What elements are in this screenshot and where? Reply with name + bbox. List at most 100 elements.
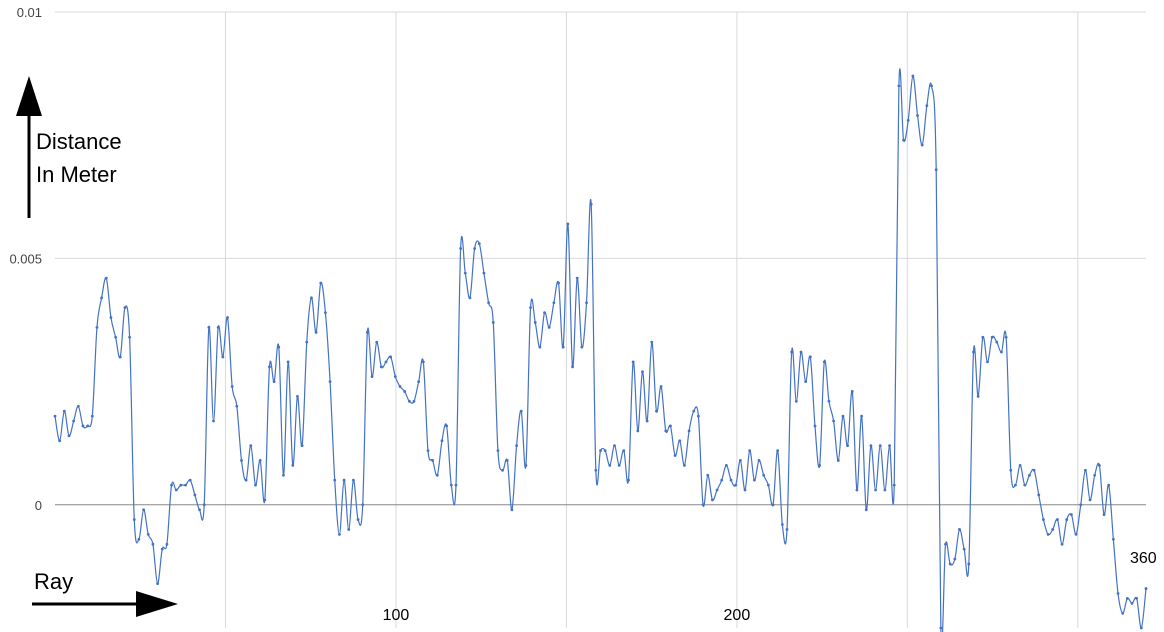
data-point: [76, 404, 80, 408]
data-point: [641, 370, 644, 374]
data-point: [118, 355, 122, 359]
data-point: [981, 335, 985, 339]
data-point: [212, 419, 215, 423]
data-point: [128, 335, 132, 339]
data-point: [114, 335, 118, 339]
data-point: [808, 355, 812, 359]
data-point: [1042, 518, 1045, 521]
x-arrow-label: Ray: [34, 569, 73, 594]
data-point: [338, 532, 341, 536]
data-point: [738, 459, 742, 462]
series-line: [54, 68, 1147, 632]
data-point: [67, 434, 71, 438]
data-point: [939, 626, 943, 630]
data-point: [1130, 601, 1134, 605]
data-point: [519, 409, 523, 413]
data-point: [221, 355, 225, 359]
data-point: [790, 350, 794, 354]
grid-lines: [55, 11, 1146, 628]
data-point: [1014, 483, 1017, 487]
data-point: [398, 385, 402, 388]
data-point: [687, 429, 691, 433]
data-point: [1056, 518, 1059, 521]
data-point: [109, 316, 113, 319]
data-point: [636, 429, 640, 433]
data-point: [613, 444, 616, 448]
data-point: [62, 409, 66, 413]
data-point: [463, 271, 467, 275]
data-point: [81, 424, 85, 428]
data-point: [1028, 473, 1031, 477]
data-point: [1074, 532, 1078, 536]
data-point: [473, 247, 477, 250]
data-point: [608, 463, 612, 467]
data-point: [482, 271, 486, 275]
data-point: [300, 444, 304, 448]
data-point: [328, 380, 332, 383]
data-point: [379, 365, 383, 369]
data-point: [706, 473, 710, 477]
data-point: [324, 311, 327, 315]
data-point: [990, 335, 994, 339]
data-point: [683, 463, 686, 467]
data-point: [235, 404, 239, 408]
data-point: [589, 202, 593, 206]
data-point: [431, 459, 435, 462]
data-point: [296, 394, 299, 398]
data-point: [1093, 473, 1097, 477]
data-point: [850, 390, 854, 393]
data-point: [822, 360, 826, 364]
data-point: [254, 483, 257, 487]
data-point: [393, 375, 397, 379]
data-point: [888, 444, 891, 448]
data-point: [384, 360, 388, 364]
data-point: [258, 459, 262, 462]
data-point: [351, 478, 355, 482]
data-point: [58, 439, 62, 443]
data-point: [916, 114, 919, 117]
data-point: [552, 301, 556, 305]
data-point: [207, 325, 211, 329]
data-point: [426, 449, 430, 452]
data-point: [90, 414, 94, 418]
data-point: [766, 483, 770, 487]
data-point: [244, 478, 248, 482]
data-point: [962, 547, 966, 551]
data-point: [1116, 592, 1120, 595]
data-point: [771, 503, 775, 507]
data-point: [268, 365, 271, 369]
data-point: [673, 454, 677, 457]
x-axis-arrow: [32, 591, 178, 617]
data-point: [389, 355, 393, 359]
data-point: [874, 488, 877, 492]
data-point: [841, 414, 845, 418]
data-point: [501, 468, 504, 472]
data-point: [585, 301, 588, 305]
data-point: [538, 345, 542, 349]
data-point: [305, 340, 309, 344]
data-point: [529, 306, 532, 310]
data-point: [188, 478, 192, 482]
data-point: [925, 104, 929, 108]
data-point: [692, 409, 696, 413]
data-point: [1051, 528, 1055, 531]
data-point: [417, 380, 421, 383]
data-point: [459, 247, 463, 250]
data-point: [1000, 350, 1003, 354]
data-point: [892, 483, 896, 487]
tick-labels: 0.01 0.005 0 100 200: [9, 5, 750, 624]
data-point: [948, 562, 952, 566]
data-point: [123, 306, 127, 310]
data-point: [627, 478, 630, 482]
data-point: [715, 488, 719, 492]
data-point: [1125, 597, 1129, 600]
data-point: [342, 478, 346, 482]
data-point: [711, 498, 714, 502]
data-point: [1060, 542, 1064, 546]
data-point: [319, 281, 323, 285]
data-point: [533, 321, 537, 324]
data-point: [953, 557, 957, 561]
data-point: [669, 424, 672, 428]
data-point: [659, 385, 663, 388]
data-point: [697, 414, 700, 418]
